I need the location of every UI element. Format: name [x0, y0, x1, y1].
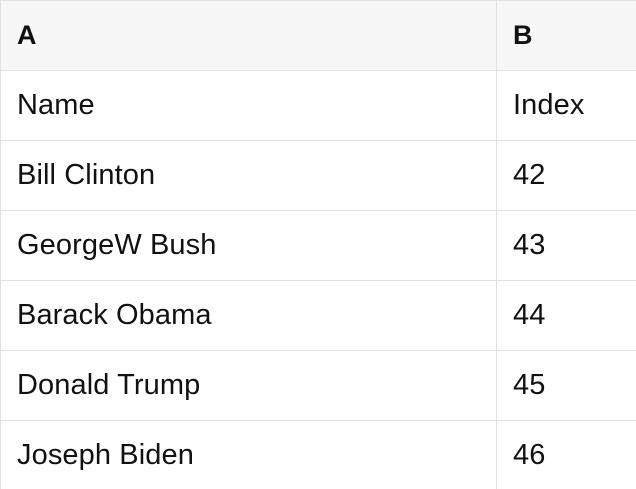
- cell-president-name[interactable]: GeorgeW Bush: [1, 211, 497, 280]
- cell-index-label[interactable]: Index: [513, 89, 585, 121]
- cell-president-index[interactable]: 45: [513, 369, 546, 401]
- cell-president-index[interactable]: 42: [513, 159, 546, 191]
- table-row: Joseph Biden 46: [1, 421, 636, 489]
- column-header-b[interactable]: B: [513, 20, 533, 50]
- cell-president-index[interactable]: 46: [513, 439, 546, 471]
- cell-name-label[interactable]: Name: [1, 71, 497, 140]
- cell-president-name[interactable]: Barack Obama: [1, 281, 497, 350]
- table-row: Barack Obama 44: [1, 281, 636, 351]
- table-row: Donald Trump 45: [1, 351, 636, 421]
- cell-president-name[interactable]: Donald Trump: [1, 351, 497, 420]
- cell-president-index[interactable]: 44: [513, 299, 546, 331]
- table-row: Bill Clinton 42: [1, 141, 636, 211]
- cell-president-name[interactable]: Bill Clinton: [1, 141, 497, 210]
- cell-president-name[interactable]: Joseph Biden: [1, 421, 497, 489]
- table-row: Name Index: [1, 71, 636, 141]
- table-header-row: A B: [1, 1, 636, 71]
- column-header-a[interactable]: A: [1, 1, 497, 70]
- table-row: GeorgeW Bush 43: [1, 211, 636, 281]
- cell-president-index[interactable]: 43: [513, 229, 546, 261]
